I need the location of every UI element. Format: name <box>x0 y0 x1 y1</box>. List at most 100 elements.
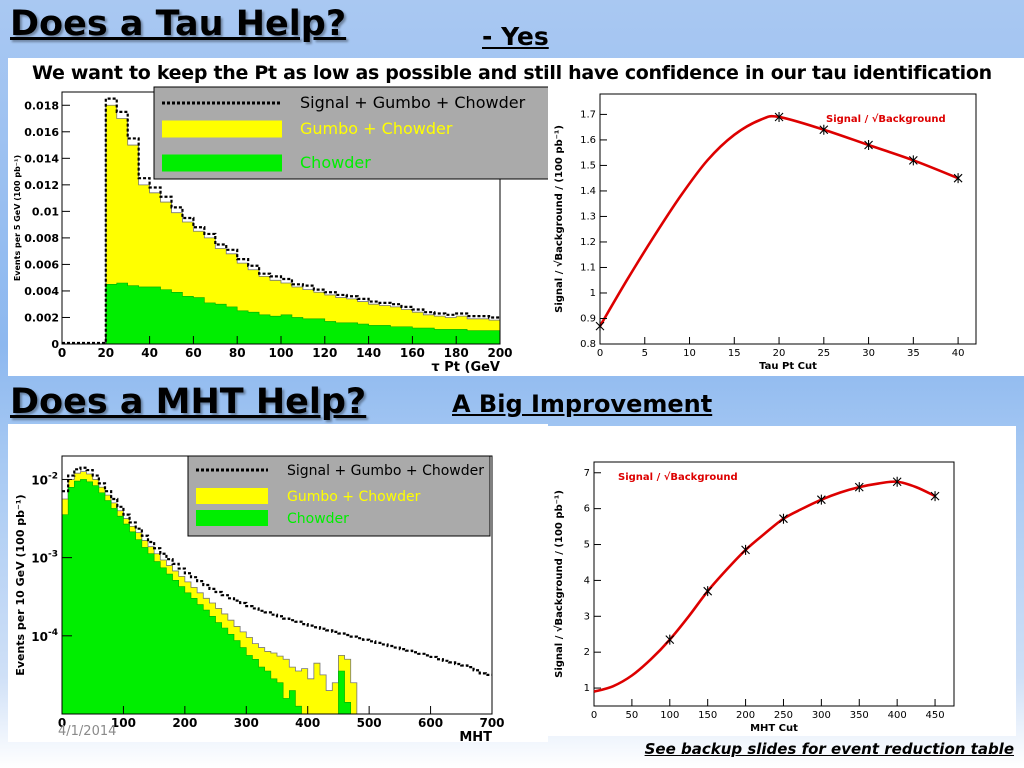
x-tick-label: 700 <box>479 716 504 730</box>
y-tick-label: 0 <box>51 338 59 351</box>
y-axis-label: Signal / √Background / (100 pb⁻¹) <box>553 490 565 678</box>
x-tick-label: 180 <box>444 346 469 360</box>
bottom-answer: A Big Improvement <box>452 390 713 418</box>
signal-line <box>62 97 500 345</box>
y-axis-label: Signal / √Background / (100 pb⁻¹) <box>553 125 565 313</box>
legend-chowder-label: Chowder <box>287 511 349 527</box>
x-tick-label: 40 <box>952 348 965 359</box>
x-tick-label: 250 <box>774 710 793 721</box>
x-tick-label: 0 <box>597 348 603 359</box>
x-tick-label: 15 <box>728 348 741 359</box>
plot-frame <box>593 461 955 707</box>
data-point-marker <box>864 140 873 151</box>
data-point-marker <box>930 491 940 502</box>
y-tick-label: 1 <box>584 683 590 694</box>
y-tick-label: 6 <box>584 504 590 515</box>
legend-chowder-label: Chowder <box>300 153 371 172</box>
data-point-marker <box>908 155 918 166</box>
chowder-area <box>105 282 501 345</box>
x-axis-label: MHT <box>459 730 492 742</box>
top-title: Does a Tau Help? <box>10 4 347 44</box>
legend-chowder-swatch <box>196 510 268 526</box>
x-tick-label: 20 <box>97 346 114 360</box>
plot-frame <box>599 93 977 345</box>
x-tick-label: 150 <box>698 710 717 721</box>
y-tick-label: 0.016 <box>24 126 59 139</box>
y-tick-label: 10-4 <box>31 628 58 644</box>
x-tick-label: 140 <box>356 346 381 360</box>
y-tick-label: 1.7 <box>580 109 596 120</box>
data-point-marker <box>854 482 864 493</box>
y-tick-label: 0.9 <box>580 313 596 324</box>
x-axis-label: Tau Pt Cut <box>759 361 817 372</box>
x-tick-label: 30 <box>862 348 875 359</box>
x-tick-label: 20 <box>773 348 786 359</box>
slide-date: 4/1/2014 <box>58 724 117 739</box>
y-tick-label: 1.5 <box>580 160 596 171</box>
significance-curve <box>598 114 959 327</box>
legend-gumbo-label: Gumbo + Chowder <box>300 119 453 138</box>
y-tick-label: 0.006 <box>24 258 59 271</box>
data-point-marker <box>774 111 784 122</box>
legend-label: Signal / √Background <box>618 471 738 483</box>
y-tick-label: 1.4 <box>580 186 596 197</box>
bottom-title: Does a MHT Help? <box>10 382 367 422</box>
y-tick-label: 4 <box>584 575 590 586</box>
y-tick-label: 0.002 <box>24 311 59 324</box>
x-tick-label: 25 <box>817 348 830 359</box>
tau-pt-histogram: 0 20 40 60 80 100 120 140 160 180 200 0 0.002 0.004 0.… <box>13 86 548 375</box>
x-tick-label: 120 <box>312 346 337 360</box>
x-tick-label: 60 <box>185 346 202 360</box>
y-tick-label: 1.2 <box>580 237 596 248</box>
y-tick-label: 2 <box>584 647 590 658</box>
legend-gumbo-swatch <box>196 488 268 504</box>
x-tick-label: 350 <box>850 710 869 721</box>
data-point-marker <box>741 544 750 555</box>
x-tick-label: 10 <box>683 348 696 359</box>
legend-gumbo-swatch <box>162 120 282 138</box>
y-tick-label: 7 <box>584 468 590 479</box>
x-tick-label: 40 <box>141 346 158 360</box>
gumbo-chowder-area <box>105 104 501 345</box>
x-tick-label: 160 <box>400 346 425 360</box>
data-point-marker <box>779 513 788 524</box>
y-tick-label: 5 <box>584 540 590 551</box>
x-tick-label: 100 <box>268 346 293 360</box>
x-tick-label: 450 <box>926 710 945 721</box>
y-tick-label: 0.008 <box>24 232 59 245</box>
tau-cut-significance-plot: 0 5 10 15 20 25 30 35 40 0.8 0.9 1 1.1 1.2 1.3 1.4 1.5 1.… <box>553 93 977 372</box>
top-answer: - Yes <box>482 22 549 51</box>
x-tick-label: 200 <box>736 710 755 721</box>
x-tick-label: 400 <box>295 716 320 730</box>
y-axis-label: Events per 5 GeV (100 pb⁻¹) <box>13 155 22 281</box>
x-axis-label: τ Pt (GeV <box>431 360 500 375</box>
x-axis-label: MHT Cut <box>750 723 798 734</box>
y-tick-label: 0.8 <box>580 339 596 350</box>
x-tick-label: 500 <box>357 716 382 730</box>
x-tick-label: 50 <box>626 710 639 721</box>
legend-chowder-swatch <box>162 154 282 172</box>
x-tick-label: 0 <box>58 716 66 730</box>
y-axis-label: Events per 10 GeV (100 pb⁻¹) <box>14 494 27 675</box>
x-tick-label: 100 <box>660 710 679 721</box>
x-tick-label: 0 <box>591 710 597 721</box>
data-point-marker <box>703 586 713 597</box>
y-tick-label: 0.012 <box>24 179 59 192</box>
x-tick-label: 100 <box>111 716 136 730</box>
x-tick-label: 300 <box>812 710 831 721</box>
y-tick-label: 1.6 <box>580 135 596 146</box>
x-tick-label: 300 <box>234 716 259 730</box>
data-point-marker <box>595 321 605 332</box>
data-point-marker <box>953 173 963 184</box>
x-tick-label: 35 <box>907 348 920 359</box>
x-tick-label: 200 <box>487 346 512 360</box>
y-tick-label: 0.01 <box>32 205 59 218</box>
signal-line <box>62 466 492 677</box>
data-point-marker <box>892 476 902 487</box>
data-point-marker <box>665 634 675 645</box>
y-tick-label: 10-2 <box>31 471 58 487</box>
y-tick-label: 10-3 <box>31 550 58 566</box>
y-tick-label: 1.3 <box>580 211 596 222</box>
x-tick-label: 80 <box>229 346 246 360</box>
x-tick-label: 600 <box>418 716 443 730</box>
